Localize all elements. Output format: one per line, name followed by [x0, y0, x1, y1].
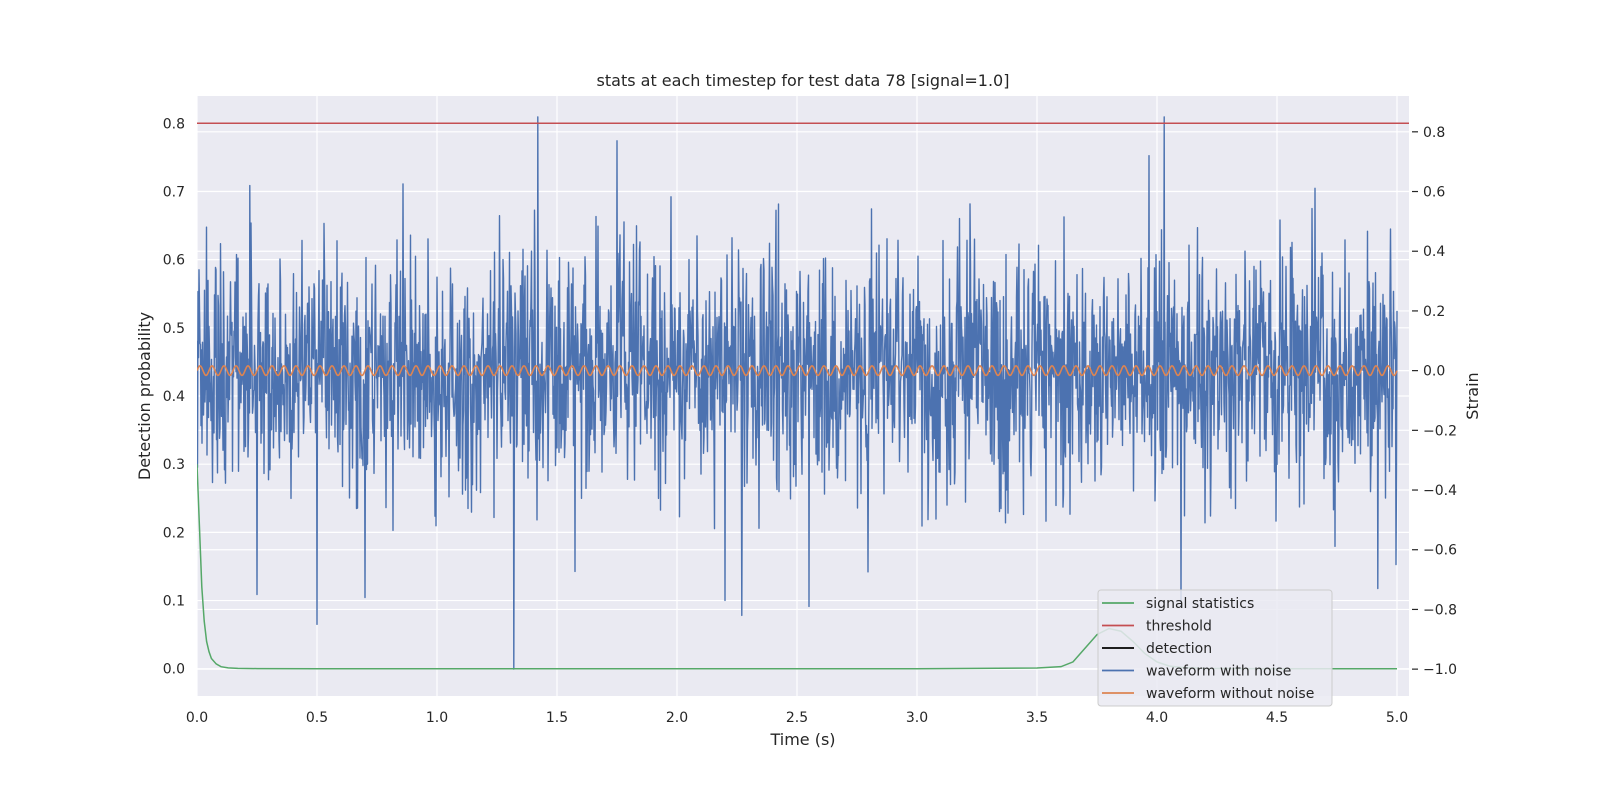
x-tick-label: 3.5: [1026, 710, 1048, 726]
legend-label: signal statistics: [1146, 596, 1254, 612]
x-tick-label: 5.0: [1386, 710, 1408, 726]
y-left-tick-label: 0.5: [163, 321, 185, 337]
y-left-tick-labels: 0.0 0.1 0.2 0.3 0.4 0.5 0.6 0.7 0.8: [163, 116, 185, 677]
legend-label: threshold: [1146, 619, 1212, 635]
y-right-tick-label: 0.6: [1423, 185, 1445, 201]
legend-box: [1097, 589, 1333, 707]
chart-title: stats at each timestep for test data 78 …: [597, 71, 1010, 90]
x-tick-label: 0.0: [186, 710, 208, 726]
y-right-tick-label: −0.8: [1423, 602, 1457, 618]
y-right-tick-label: −0.2: [1423, 423, 1457, 439]
legend-label: waveform with noise: [1146, 664, 1291, 680]
y-right-tick-label: 0.0: [1423, 364, 1445, 380]
y-right-tick-labels: −1.0 −0.8 −0.6 −0.4 −0.2 0.0 0.2 0.4 0.6 0.8: [1412, 125, 1457, 678]
x-tick-label: 3.0: [906, 710, 928, 726]
x-tick-labels: 0.0 0.5 1.0 1.5 2.0 2.5 3.0 3.5 4.0 4.5 5.0: [186, 710, 1408, 726]
x-tick-label: 2.0: [666, 710, 688, 726]
x-axis-label: Time (s): [769, 730, 835, 749]
y-left-tick-label: 0.6: [163, 253, 185, 269]
y-left-tick-label: 0.1: [163, 594, 185, 610]
y-right-axis-label: Strain: [1463, 372, 1482, 419]
y-left-tick-label: 0.4: [163, 389, 185, 405]
y-left-tick-label: 0.2: [163, 525, 185, 541]
y-left-tick-label: 0.8: [163, 116, 185, 132]
y-right-tick-label: 0.8: [1423, 125, 1445, 141]
x-tick-label: 0.5: [306, 710, 328, 726]
y-right-tick-label: −1.0: [1423, 662, 1457, 678]
series-line-waveform-without-noise: [197, 364, 1398, 377]
x-tick-label: 1.0: [426, 710, 448, 726]
x-tick-label: 4.5: [1266, 710, 1288, 726]
legend: signal statistics threshold detection wavef…: [1097, 589, 1333, 707]
series-line-waveform-with-noise: [197, 116, 1398, 670]
legend-label: detection: [1146, 641, 1212, 657]
y-right-tick-label: 0.2: [1423, 304, 1445, 320]
x-tick-label: 4.0: [1146, 710, 1168, 726]
x-tick-label: 2.5: [786, 710, 808, 726]
y-right-tick-label: 0.4: [1423, 244, 1445, 260]
legend-label: waveform without noise: [1146, 686, 1314, 702]
y-right-tick-label: −0.6: [1423, 543, 1457, 559]
y-left-axis-label: Detection probability: [135, 312, 154, 480]
y-left-tick-label: 0.0: [163, 662, 185, 678]
y-left-tick-label: 0.3: [163, 457, 185, 473]
x-tick-label: 1.5: [546, 710, 568, 726]
y-left-tick-label: 0.7: [163, 184, 185, 200]
y-right-tick-label: −0.4: [1423, 483, 1457, 499]
